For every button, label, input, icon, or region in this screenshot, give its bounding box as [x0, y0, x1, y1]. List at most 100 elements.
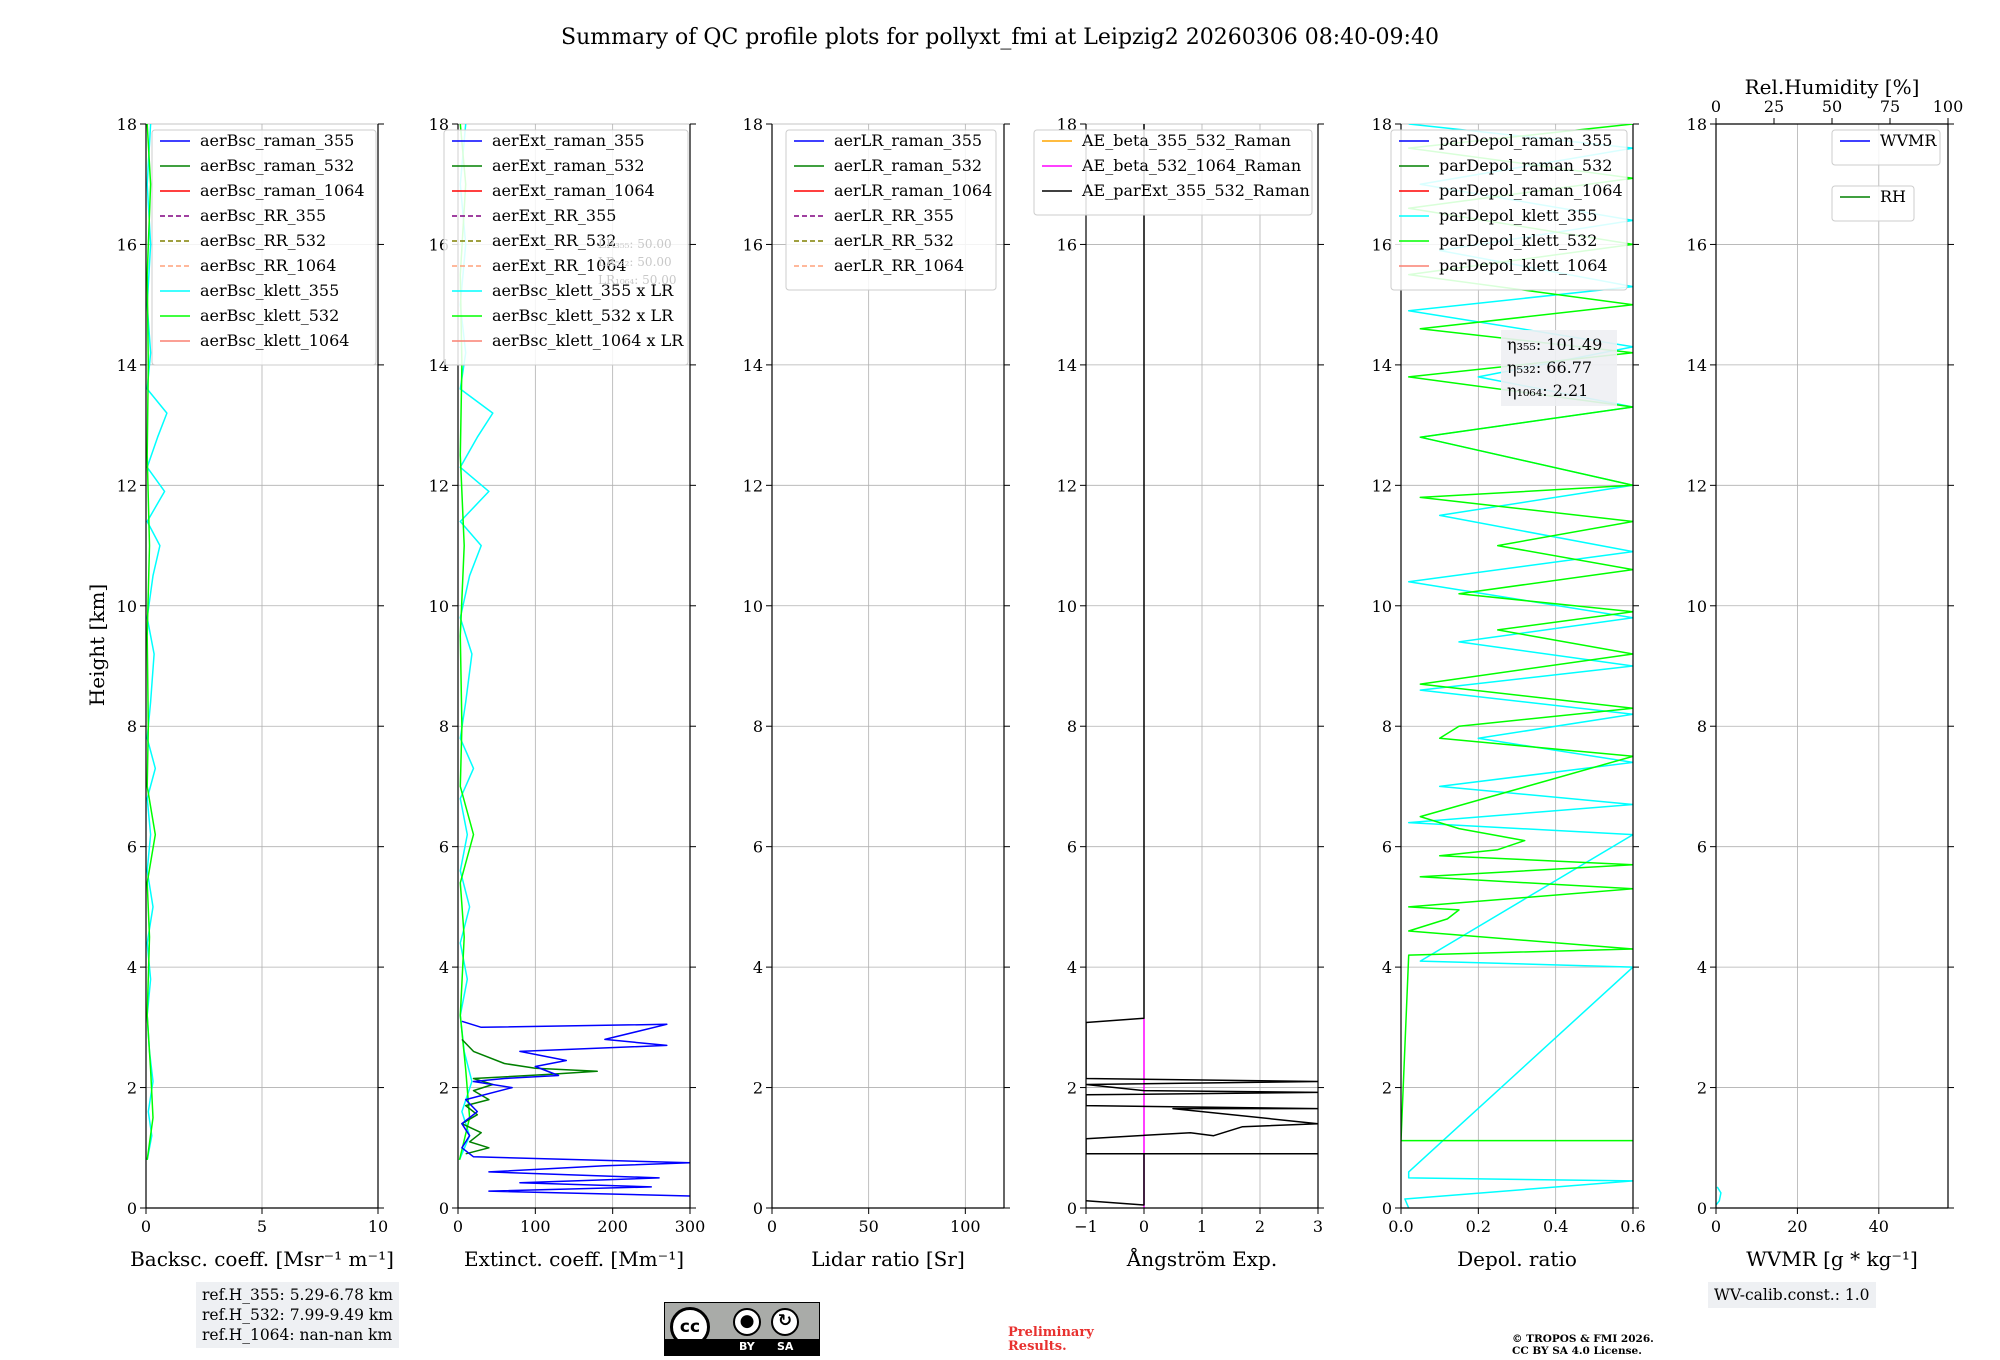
panel-wv-top-xtick-label-3: 75: [1880, 97, 1900, 116]
panel-bsc-legend-label-5: aerBsc_RR_1064: [200, 256, 336, 275]
preliminary-line-1: Preliminary: [1008, 1325, 1094, 1340]
panel-bsc-ytick-label-1: 2: [127, 1079, 137, 1098]
panel-ext-xtick-label-2: 200: [597, 1217, 628, 1236]
panel-bsc-xlabel: Backsc. coeff. [Msr⁻¹ m⁻¹]: [130, 1247, 394, 1271]
panel-bsc-xtick-label-2: 10: [368, 1217, 388, 1236]
panel-bsc-ytick-label-4: 8: [127, 717, 137, 736]
panel-bsc-legend-label-7: aerBsc_klett_532: [200, 306, 339, 325]
panel-lr-ytick-label-1: 2: [753, 1079, 763, 1098]
panel-ext-ytick-label-4: 8: [439, 717, 449, 736]
panel-ae-ytick-label-0: 0: [1067, 1199, 1077, 1218]
panel-depol-xtick-label-0: 0.0: [1388, 1217, 1413, 1236]
panel-bsc-legend-label-3: aerBsc_RR_355: [200, 206, 326, 225]
panel-depol-legend-label-5: parDepol_klett_1064: [1439, 256, 1608, 275]
panel-bsc-data: [146, 124, 168, 1160]
panel-ae-legend-frame: [1033, 129, 1313, 216]
panel-wv-data: [1716, 1186, 1722, 1206]
panel-wv-ytick-label-0: 0: [1697, 1199, 1707, 1218]
panel-lr-xtick-label-1: 50: [858, 1217, 878, 1236]
panel-lr-xtick-label-0: 0: [767, 1217, 777, 1236]
panel-lr-legend: aerLR_raman_355 aerLR_raman_532 aerLR_rama…: [785, 129, 997, 291]
panel-wv-ytick-label-4: 8: [1697, 717, 1707, 736]
panel-ae-xtick-label-3: 2: [1255, 1217, 1265, 1236]
wv-calib-box: WV-calib.const.: 1.0: [1708, 1282, 1876, 1308]
panel-ext-legend-label-5: aerExt_RR_1064: [492, 256, 627, 275]
panel-bsc-legend-label-2: aerBsc_raman_1064: [200, 181, 365, 200]
panel-lr-legend-label-0: aerLR_raman_355: [834, 131, 982, 150]
panel-ext-legend-frame: [443, 129, 689, 366]
panel-ext-ytick-label-3: 6: [439, 838, 449, 857]
panel-bsc-legend-label-0: aerBsc_raman_355: [200, 131, 354, 150]
panel-depol-legend: parDepol_raman_355 parDepol_raman_532 parD…: [1390, 129, 1628, 291]
ref-height-355: ref.H_355: 5.29-6.78 km: [202, 1286, 393, 1304]
panel-lr-legend-label-4: aerLR_RR_532: [834, 231, 954, 250]
panel-depol-legend-label-3: parDepol_klett_355: [1439, 206, 1597, 225]
panel-bsc-legend-label-8: aerBsc_klett_1064: [200, 331, 349, 350]
panel-ext-legend-label-4: aerExt_RR_532: [492, 231, 616, 250]
panel-ext-lr-note-2: LR₁₀₆₄: 50.00: [598, 273, 676, 287]
panel-lr-ytick-label-6: 12: [743, 476, 763, 495]
panel-bsc-ytick-label-2: 4: [127, 958, 137, 977]
preliminary-results-note: Preliminary Results.: [1008, 1326, 1094, 1354]
panel-bsc: 0 2 4 6 8 10 12 14 16 18 0 5 10 Backsc. coeff. [Msr⁻¹…: [117, 115, 394, 1271]
panel-lr-ytick-label-2: 4: [753, 958, 763, 977]
panel-ext-legend-label-2: aerExt_raman_1064: [492, 181, 655, 200]
panel-depol-ytick-label-1: 2: [1382, 1079, 1392, 1098]
panel-ae-legend-label-1: AE_beta_532_1064_Raman: [1081, 156, 1301, 175]
cc-badge-bottom-bar: BY SA: [665, 1339, 819, 1355]
panel-wv-legend2-frame: [1831, 185, 1915, 222]
panel-wv-legend-label-0: WVMR: [1880, 131, 1937, 150]
panel-depol-eta-box: [1501, 330, 1617, 406]
panel-bsc-ytick-label-5: 10: [117, 597, 137, 616]
cc-license-badge: cc ● ↻ BY SA: [664, 1302, 820, 1356]
panel-bsc-ytick-label-8: 16: [117, 235, 137, 254]
panel-ext-legend-label-7: aerBsc_klett_532 x LR: [492, 306, 674, 325]
panel-ae-legend: AE_beta_355_532_Raman AE_beta_532_1064_Ra…: [1033, 129, 1313, 216]
y-axis-label: Height [km]: [85, 584, 109, 706]
panel-wv-xtick-label-0: 0: [1711, 1217, 1721, 1236]
panel-wv-ytick-label-1: 2: [1697, 1079, 1707, 1098]
panel-wv-top-xtick-label-0: 0: [1711, 97, 1721, 116]
panel-ae-ytick-label-2: 4: [1067, 958, 1077, 977]
panel-wv-ytick-label-6: 12: [1687, 476, 1707, 495]
panel-depol-legend-label-4: parDepol_klett_532: [1439, 231, 1597, 250]
panel-lr-ytick-label-7: 14: [743, 356, 763, 375]
panel-depol-xlabel: Depol. ratio: [1457, 1247, 1577, 1271]
panel-lr-xtick-label-2: 100: [950, 1217, 981, 1236]
panel-ae-ytick-label-3: 6: [1067, 838, 1077, 857]
panel-bsc-ytick-label-7: 14: [117, 356, 137, 375]
panel-lr-ytick-label-5: 10: [743, 597, 763, 616]
panel-lr-legend-label-3: aerLR_RR_355: [834, 206, 954, 225]
panel-depol-ytick-label-9: 18: [1372, 115, 1392, 134]
panel-depol-eta-1: η₅₃₂: 66.77: [1507, 358, 1592, 377]
panel-wv-xtick-label-2: 40: [1869, 1217, 1889, 1236]
panel-depol-eta-2: η₁₀₆₄: 2.21: [1507, 381, 1588, 400]
panel-depol-ytick-label-8: 16: [1372, 235, 1392, 254]
panel-lr-ytick-label-9: 18: [743, 115, 763, 134]
panel-ae-xtick-label-4: 3: [1313, 1217, 1323, 1236]
panel-lr-ytick-label-8: 16: [743, 235, 763, 254]
panel-bsc-legend-label-1: aerBsc_raman_532: [200, 156, 354, 175]
panel-ext-legend-label-0: aerExt_raman_355: [492, 131, 645, 150]
panel-bsc-ytick-label-9: 18: [117, 115, 137, 134]
wv-calib-text: WV-calib.const.: 1.0: [1714, 1286, 1870, 1304]
panel-wv-legend-frame: [1831, 129, 1941, 166]
panel-wv-top-xtick-label-2: 50: [1822, 97, 1842, 116]
panel-wv-ytick-label-3: 6: [1697, 838, 1707, 857]
panel-bsc-series-1: [146, 124, 157, 1160]
panel-lr: 0 2 4 6 8 10 12 14 16 18 0 50 100 Lidar ratio [Sr] aer…: [743, 115, 1010, 1271]
panel-depol-ytick-label-5: 10: [1372, 597, 1392, 616]
panel-depol-ytick-label-2: 4: [1382, 958, 1392, 977]
panel-depol-legend-label-2: parDepol_raman_1064: [1439, 181, 1623, 200]
panel-wv-legend: WVMR: [1831, 129, 1941, 166]
panel-bsc-xtick-label-0: 0: [141, 1217, 151, 1236]
cc-logo-text: cc: [679, 1317, 701, 1337]
panel-depol-legend-frame: [1390, 129, 1628, 291]
panel-wv-xtick-label-1: 20: [1787, 1217, 1807, 1236]
panel-ae-ytick-label-7: 14: [1057, 356, 1077, 375]
preliminary-line-2: Results.: [1008, 1339, 1067, 1354]
panel-ext-legend-label-3: aerExt_RR_355: [492, 206, 616, 225]
copyright-line-2: CC BY SA 4.0 License.: [1512, 1345, 1642, 1357]
